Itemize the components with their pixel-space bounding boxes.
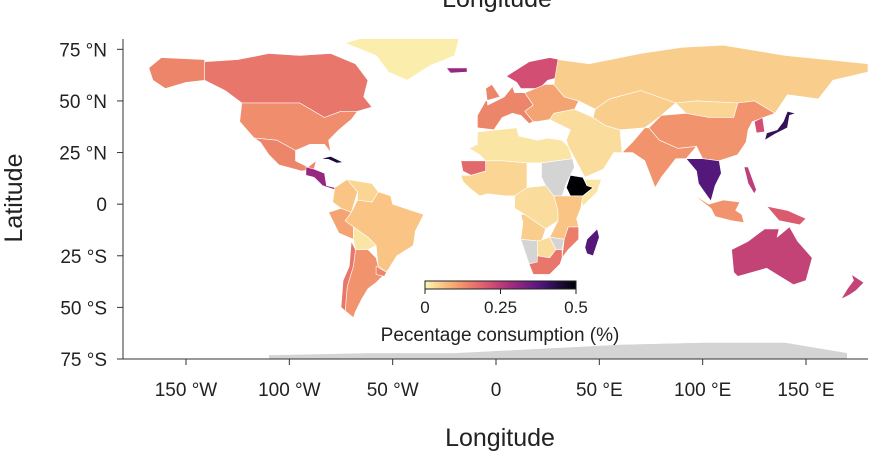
colorbar-gradient [424, 280, 577, 290]
region-uruguay [375, 265, 387, 277]
x-axis-ticks: 150 °W 100 °W 50 °W 0 50 °E 100 °E 150 °E [155, 359, 835, 401]
y-tick-label: 50 °N [59, 92, 107, 113]
x-axis-title: Longitude [445, 424, 555, 452]
region-new-zealand [840, 274, 865, 300]
y-tick-label: 0 [96, 195, 107, 216]
region-india [621, 127, 697, 188]
region-philippines [743, 166, 757, 195]
region-scandinavia [506, 57, 561, 89]
colorbar-ticks: 0 0.25 0.5 [420, 289, 588, 317]
region-antarctica [268, 342, 848, 359]
map-regions [148, 39, 868, 359]
region-canada [204, 53, 373, 118]
y-tick-label: 75 °N [59, 40, 107, 61]
region-north-africa [468, 127, 573, 164]
region-mozambique [561, 226, 579, 259]
colorbar-tick-label: 0 [420, 298, 429, 317]
region-south-africa [528, 249, 563, 275]
region-sudan [541, 158, 575, 197]
x-tick-label: 150 °E [777, 380, 834, 401]
clipped-top-title: Longitude [442, 0, 552, 13]
region-australia [731, 226, 813, 285]
x-tick-label: 100 °W [258, 380, 321, 401]
colorbar-title: Pecentage consumption (%) [381, 325, 620, 346]
region-iceland [446, 67, 468, 74]
colorbar-tick-label: 0.5 [564, 298, 588, 317]
y-tick-label: 25 °S [60, 247, 107, 268]
region-greenland [344, 39, 460, 81]
region-middle-east [549, 108, 623, 178]
region-venezuela [346, 179, 379, 203]
colorbar-tick-label: 0.25 [484, 298, 517, 317]
region-western-europe [477, 84, 534, 131]
region-southeast-asia [685, 158, 722, 202]
region-japan [764, 111, 796, 141]
y-tick-label: 25 °N [59, 144, 107, 165]
x-tick-label: 100 °E [674, 380, 731, 401]
x-tick-label: 150 °W [155, 380, 218, 401]
region-chile [340, 241, 356, 318]
x-tick-label: 0 [491, 380, 502, 401]
region-korea [754, 117, 765, 134]
x-tick-label: 50 °W [367, 380, 419, 401]
y-tick-label: 75 °S [60, 350, 107, 371]
x-tick-label: 50 °E [576, 380, 623, 401]
region-indonesia [692, 193, 745, 223]
region-madagascar [584, 228, 600, 257]
y-axis-title: Latitude [0, 154, 28, 243]
region-mexico [253, 137, 317, 172]
region-cuba [320, 156, 344, 164]
region-alaska [148, 57, 205, 89]
colorbar: 0 0.25 0.5 Pecentage consumption (%) [381, 280, 620, 346]
region-peru [328, 208, 354, 240]
region-papua-new-guinea [766, 205, 807, 226]
y-axis-ticks: 75 °N 50 °N 25 °N 0 25 °S 50 °S 75 °S [59, 40, 123, 371]
y-tick-label: 50 °S [60, 298, 107, 319]
region-central-america [305, 166, 336, 190]
